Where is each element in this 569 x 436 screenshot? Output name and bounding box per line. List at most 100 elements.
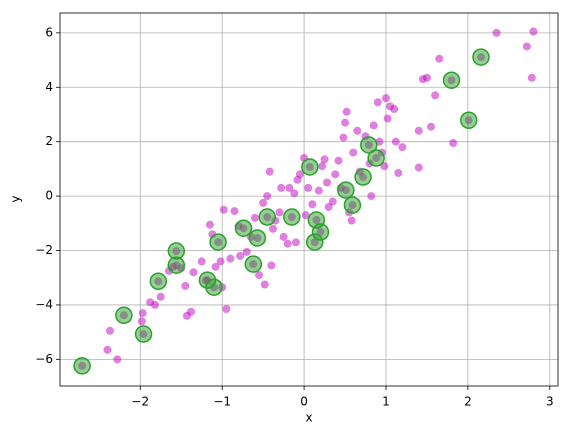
point: [156, 292, 165, 301]
point: [279, 232, 288, 241]
y-tick-label: −4: [35, 297, 53, 311]
x-tick-label: 1: [382, 395, 390, 409]
point: [285, 183, 294, 192]
point: [383, 114, 392, 123]
point: [414, 126, 423, 135]
point: [105, 326, 114, 335]
point: [349, 148, 358, 157]
highlight-point: [73, 357, 91, 375]
point: [268, 224, 277, 233]
highlight-point: [209, 233, 227, 251]
point: [341, 118, 350, 127]
highlight-point: [248, 229, 267, 247]
point: [291, 238, 300, 247]
point: [367, 192, 376, 201]
point: [320, 155, 329, 164]
plot-area: [60, 13, 558, 386]
highlight-point: [115, 306, 133, 325]
x-tick-label: 0: [300, 395, 308, 409]
point: [381, 94, 390, 103]
point: [301, 211, 310, 220]
x-tick-label: −1: [213, 395, 231, 409]
point: [236, 251, 245, 260]
y-tick-label: −6: [35, 352, 53, 366]
point: [347, 216, 356, 225]
point: [259, 198, 268, 207]
point: [138, 309, 147, 318]
point: [103, 345, 112, 354]
point: [431, 91, 440, 100]
point: [205, 220, 214, 229]
highlight-point: [301, 158, 319, 176]
plot-frame: [59, 12, 559, 387]
point: [211, 262, 220, 271]
point: [342, 107, 351, 116]
point: [137, 317, 146, 326]
point: [398, 143, 407, 152]
point: [427, 122, 436, 131]
point: [391, 137, 400, 146]
highlight-point: [234, 219, 253, 237]
point: [187, 307, 196, 316]
point: [353, 126, 362, 135]
point: [414, 163, 423, 172]
point: [339, 133, 348, 142]
x-axis-label: x: [305, 411, 312, 425]
highlight-point: [472, 48, 490, 66]
point: [314, 186, 323, 195]
point: [189, 268, 198, 277]
point: [422, 73, 431, 82]
point: [216, 257, 225, 266]
point: [283, 239, 292, 248]
point: [527, 73, 536, 82]
point: [222, 305, 231, 314]
point: [522, 42, 531, 51]
point: [318, 162, 327, 171]
point: [277, 183, 286, 192]
point: [242, 247, 251, 256]
point: [197, 257, 206, 266]
point: [151, 300, 160, 309]
highlight-point: [311, 223, 330, 241]
highlight-point: [459, 111, 478, 129]
point: [290, 189, 299, 198]
point: [230, 207, 239, 216]
y-tick-label: −2: [35, 243, 53, 257]
highlight-point: [367, 149, 385, 167]
point: [219, 205, 228, 214]
point: [265, 167, 274, 176]
highlight-point: [205, 278, 223, 296]
highlight-point: [134, 325, 153, 343]
point: [529, 27, 538, 36]
highlight-point: [337, 181, 355, 199]
point: [308, 200, 317, 209]
highlight-point: [167, 256, 186, 274]
x-tick-label: −2: [131, 395, 149, 409]
highlight-point: [343, 196, 362, 214]
point: [226, 254, 235, 263]
highlight-point: [442, 71, 461, 89]
point: [492, 28, 501, 37]
point: [113, 355, 122, 364]
point: [331, 170, 340, 179]
highlight-point: [354, 168, 372, 186]
point: [324, 202, 333, 211]
point: [390, 105, 399, 114]
point: [260, 280, 269, 289]
grid: [60, 13, 558, 386]
highlight-point: [360, 136, 378, 154]
point: [275, 208, 284, 217]
y-tick-label: 4: [45, 80, 53, 94]
point: [304, 183, 313, 192]
highlight-point: [244, 255, 263, 273]
point: [449, 139, 458, 148]
point: [328, 197, 337, 206]
point: [263, 192, 272, 201]
point: [181, 281, 190, 290]
x-tick-label: 3: [546, 395, 554, 409]
y-axis-label: y: [9, 195, 23, 202]
point: [295, 170, 304, 179]
point: [435, 54, 444, 63]
point: [394, 168, 403, 177]
highlight-point: [283, 208, 301, 226]
